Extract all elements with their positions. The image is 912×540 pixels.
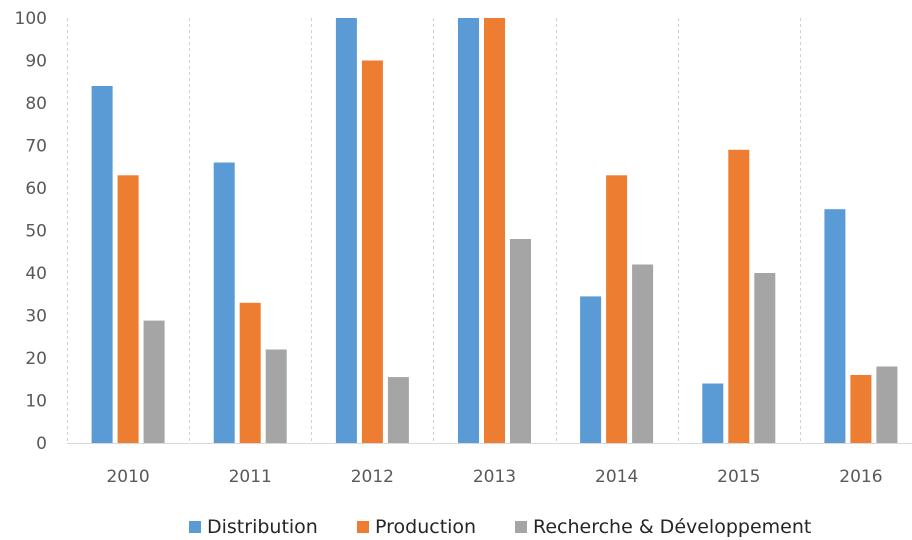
bar-production-2010	[117, 175, 139, 444]
bar-recherche-d-veloppement-2015	[754, 273, 776, 443]
bars	[91, 18, 898, 444]
y-tick-label: 20	[25, 349, 47, 369]
bar-recherche-d-veloppement-2016	[876, 366, 898, 443]
bar-production-2012	[361, 60, 383, 443]
gridlines	[67, 18, 801, 443]
legend: Distribution Production Recherche & Dévelo…	[189, 516, 811, 538]
x-axis-ticks: 2010 2011 2012 2013 2014 2015 2016	[106, 467, 882, 487]
bar-production-2016	[850, 375, 872, 443]
x-tick-label: 2015	[717, 467, 760, 487]
x-tick-label: 2010	[106, 467, 149, 487]
legend-swatch	[189, 521, 201, 533]
bar-production-2014	[606, 175, 628, 444]
y-axis-ticks: 0 10 20 30 40 50 60 70 80 90 100	[15, 9, 47, 454]
y-tick-label: 100	[15, 9, 47, 29]
x-tick-label: 2016	[839, 467, 882, 487]
bar-distribution-2012	[335, 18, 357, 443]
legend-label: Recherche & Développement	[533, 516, 811, 538]
legend-label: Distribution	[207, 516, 318, 538]
bar-production-2013	[484, 18, 505, 443]
y-tick-label: 90	[25, 52, 47, 72]
x-tick-label: 2012	[351, 467, 394, 487]
x-tick-label: 2011	[229, 467, 272, 487]
y-tick-label: 50	[25, 222, 47, 242]
y-tick-label: 30	[25, 307, 47, 327]
y-tick-label: 40	[25, 264, 47, 284]
bar-production-2011	[239, 302, 261, 444]
legend-swatch	[357, 521, 369, 533]
bar-distribution-2011	[213, 162, 235, 443]
y-tick-label: 10	[25, 392, 47, 412]
bar-distribution-2013	[458, 18, 479, 443]
x-tick-label: 2013	[473, 467, 516, 487]
bar-recherche-d-veloppement-2013	[510, 239, 531, 443]
bar-recherche-d-veloppement-2012	[387, 377, 409, 443]
bar-distribution-2015	[702, 383, 724, 443]
bar-distribution-2016	[824, 209, 846, 443]
legend-swatch	[515, 521, 527, 533]
bar-production-2015	[728, 149, 750, 444]
y-tick-label: 0	[36, 434, 47, 454]
bar-recherche-d-veloppement-2014	[632, 264, 654, 443]
y-tick-label: 80	[25, 94, 47, 114]
bar-distribution-2014	[580, 296, 602, 443]
legend-label: Production	[375, 516, 476, 538]
x-tick-label: 2014	[595, 467, 638, 487]
y-tick-label: 70	[25, 137, 47, 157]
bar-recherche-d-veloppement-2011	[265, 349, 287, 443]
bar-recherche-d-veloppement-2010	[143, 320, 165, 443]
y-tick-label: 60	[25, 179, 47, 199]
bar-distribution-2010	[91, 86, 113, 443]
